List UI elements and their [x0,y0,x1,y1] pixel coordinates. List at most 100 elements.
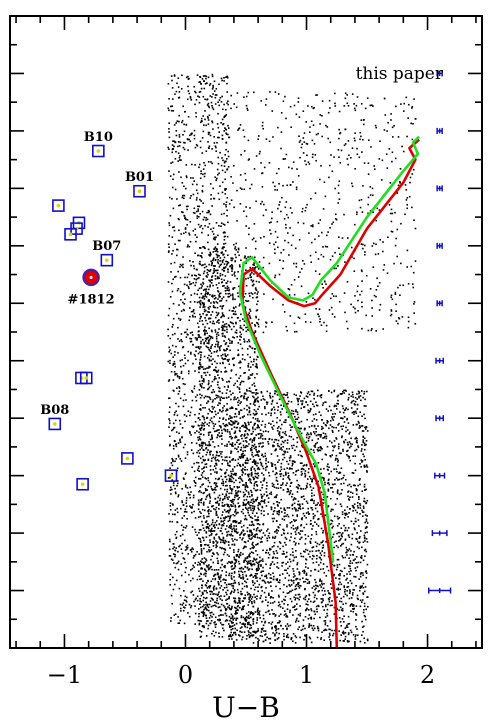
star-point [361,599,364,601]
star-point [204,421,206,424]
star-point [206,603,209,606]
star-point [248,292,250,295]
star-point [262,549,264,552]
star-point [217,395,219,397]
star-point [224,488,226,491]
star-point [236,608,239,611]
star-point [329,620,332,622]
star-point [177,239,180,242]
star-point [177,560,180,563]
star-point [209,500,211,502]
star-point [211,533,213,535]
star-point [207,412,209,415]
star-point [220,345,222,347]
star-point [293,393,296,396]
field-stars [167,73,417,644]
star-point [331,417,334,420]
star-point [179,458,181,460]
star-point [246,634,248,637]
star-point [254,330,257,332]
star-point [306,502,309,504]
star-point [231,621,233,624]
star-point [253,459,255,461]
star-point [337,546,339,549]
star-point [251,532,253,534]
star-point [319,568,322,571]
star-point [207,449,209,451]
star-point [187,205,189,208]
star-point [214,250,217,253]
star-point [258,583,261,586]
star-point [228,604,231,607]
star-point [365,440,368,442]
star-point [314,541,317,543]
star-point [236,386,239,388]
star-point [199,313,201,316]
star-point [252,502,254,505]
star-point [321,425,323,428]
star-point [333,515,336,518]
star-point [235,617,237,620]
star-point [256,412,258,415]
star-point [168,128,170,130]
star-point [237,511,239,514]
star-point [206,332,208,335]
star-point [228,623,230,625]
star-point [353,403,356,405]
star-point [211,616,213,618]
star-point [209,337,212,340]
star-point [354,576,357,578]
star-point [198,412,200,415]
star-point [239,627,242,629]
star-point [239,360,241,363]
star-point [244,423,247,425]
star-point [275,550,278,552]
star-point [312,413,315,416]
star-point [176,387,178,389]
star-point [200,631,203,633]
star-point [207,477,209,479]
star-point [253,505,256,508]
star-point [266,530,268,532]
star-point [363,413,365,416]
star-point [234,597,237,600]
star-point [210,485,212,488]
star-point [348,592,351,594]
star-point [306,600,309,603]
star-point [178,419,181,422]
star-point [347,582,349,584]
star-point [230,533,233,536]
star-point [218,277,220,279]
star-point [217,553,219,556]
star-point [203,308,206,311]
star-point [185,599,187,602]
star-point [254,472,256,475]
star-point [365,405,367,407]
star-point [231,265,234,267]
star-point [247,491,250,494]
star-point [205,77,207,80]
star-point [171,457,173,460]
star-point [173,124,176,126]
star-point [197,561,200,564]
star-point [245,484,247,486]
star-point [230,423,232,426]
star-point [228,515,230,518]
star-point [222,539,225,542]
star-point [263,399,266,401]
star-point [199,562,201,565]
star-point [306,434,308,436]
star-point [289,456,292,459]
star-point [211,519,214,521]
star-point [213,538,216,540]
star-point [177,218,180,220]
star-point [255,309,258,312]
star-point [362,586,365,589]
star-point [245,425,248,427]
star-point [168,426,170,428]
star-point [308,436,311,438]
star-point [252,263,254,266]
star-point [239,339,241,341]
star-point [267,501,270,503]
star-point [189,494,191,496]
